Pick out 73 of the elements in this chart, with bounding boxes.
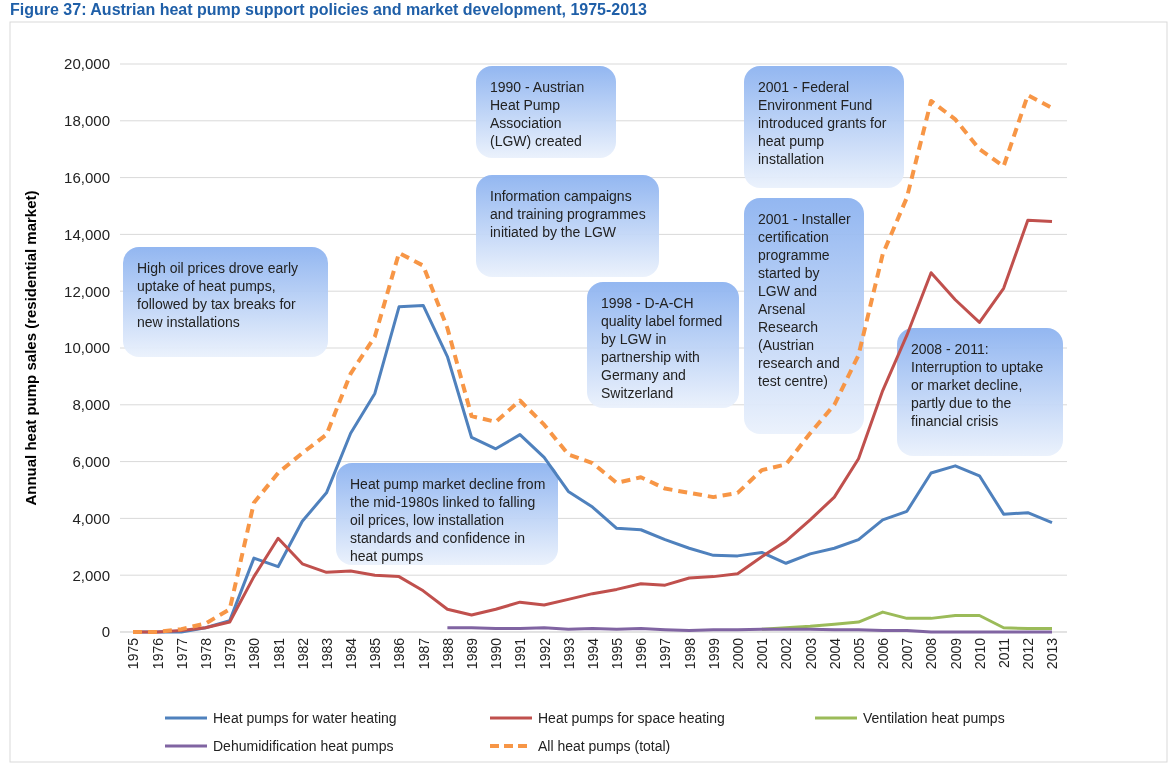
x-tick-label: 1979 bbox=[222, 637, 239, 670]
x-tick-label: 1977 bbox=[173, 637, 190, 670]
x-tick-label: 1988 bbox=[439, 637, 456, 670]
x-tick-label: 1993 bbox=[560, 637, 577, 670]
y-tick-label: 16,000 bbox=[64, 168, 110, 186]
x-tick-label: 1997 bbox=[657, 637, 674, 670]
x-tick-label: 2011 bbox=[996, 637, 1013, 669]
x-tick-label: 2004 bbox=[826, 637, 843, 670]
x-tick-label: 1995 bbox=[609, 637, 626, 670]
x-tick-label: 1989 bbox=[463, 637, 480, 670]
callout-box: 2001 - Federal Environment Fund introduced grants for heat pump installation bbox=[744, 66, 904, 188]
y-tick-label: 20,000 bbox=[64, 55, 110, 73]
callout-box: Heat pump market decline from the mid-1980s linked to falling oil prices, low installation standards and confidence in heat pumps bbox=[336, 463, 558, 565]
x-tick-label: 2010 bbox=[971, 637, 988, 670]
x-tick-label: 1975 bbox=[125, 637, 142, 670]
x-tick-label: 1986 bbox=[391, 637, 408, 670]
x-tick-label: 1980 bbox=[246, 637, 263, 670]
x-tick-label: 1992 bbox=[536, 637, 553, 670]
x-tick-label: 2013 bbox=[1044, 637, 1061, 670]
x-tick-label: 1983 bbox=[318, 637, 335, 670]
x-tick-label: 2000 bbox=[730, 637, 747, 670]
x-tick-label: 1990 bbox=[488, 637, 505, 670]
x-tick-label: 2005 bbox=[850, 637, 867, 670]
annotation: 1998 - D-A-CH quality label formed by LGW in partnership with Germany and Switzerland bbox=[601, 295, 723, 401]
x-tick-label: 1978 bbox=[197, 637, 214, 670]
line-series bbox=[131, 93, 1054, 634]
x-tick-label: 1994 bbox=[584, 637, 601, 670]
x-tick-label: 2007 bbox=[899, 637, 916, 670]
annotation: 1990 - Austrian Heat Pump Association (LGW) created bbox=[490, 79, 585, 149]
legend-label: Ventilation heat pumps bbox=[863, 710, 1005, 726]
annotation: High oil prices drove early uptake of heat pumps, followed by tax breaks for new installations bbox=[137, 260, 299, 330]
y-tick-label: 12,000 bbox=[64, 282, 110, 300]
x-tick-label: 2009 bbox=[947, 637, 964, 670]
y-axis-title: Annual heat pump sales (residential market) bbox=[22, 190, 39, 506]
y-tick-label: 18,000 bbox=[64, 112, 110, 130]
x-tick-label: 1998 bbox=[681, 637, 698, 670]
y-tick-label: 8,000 bbox=[72, 396, 110, 414]
callout-box: 1990 - Austrian Heat Pump Association (LGW) created bbox=[476, 66, 616, 158]
annotation: 2008 - 2011: Interruption to uptake or market decline, partly due to the financial crisis bbox=[911, 341, 1044, 429]
x-tick-label: 1984 bbox=[343, 637, 360, 670]
chart-title: Figure 37: Austrian heat pump support policies and market development, 1975-2013 bbox=[10, 1, 648, 18]
callout-box: 2008 - 2011: Interruption to uptake or market decline, partly due to the financial crisis bbox=[897, 328, 1063, 456]
x-tick-label: 2006 bbox=[875, 637, 892, 670]
x-tick-label: 2012 bbox=[1020, 637, 1037, 670]
x-tick-label: 1987 bbox=[415, 637, 432, 670]
y-tick-label: 10,000 bbox=[64, 339, 110, 357]
x-tick-label: 1999 bbox=[705, 637, 722, 670]
x-tick-label: 1991 bbox=[512, 637, 529, 670]
x-tick-label: 1982 bbox=[294, 637, 311, 670]
x-tick-label: 2002 bbox=[778, 637, 795, 670]
x-tick-label: 2001 bbox=[754, 637, 771, 670]
y-tick-label: 14,000 bbox=[64, 225, 110, 243]
legend-label: Heat pumps for water heating bbox=[213, 710, 397, 726]
annotation: Information campaigns and training programmes initiated by the LGW bbox=[490, 188, 646, 240]
y-tick-label: 0 bbox=[101, 623, 110, 641]
x-tick-label: 1981 bbox=[270, 637, 287, 670]
y-tick-label: 2,000 bbox=[72, 566, 110, 584]
callout-box: 2001 - Installer certification programme started by LGW and Arsenal Research (Austrian research and test centre) bbox=[744, 198, 864, 434]
y-tick-label: 6,000 bbox=[72, 452, 110, 470]
y-tick-label: 4,000 bbox=[72, 509, 110, 527]
x-tick-label: 1996 bbox=[633, 637, 650, 670]
callout-box: High oil prices drove early uptake of heat pumps, followed by tax breaks for new installations bbox=[123, 247, 328, 357]
annotation: Heat pump market decline from the mid-1980s linked to falling oil prices, low installation standards and confidence in heat pumps bbox=[350, 476, 546, 564]
callout-box: Information campaigns and training programmes initiated by the LGW bbox=[476, 175, 659, 277]
x-tick-label: 1976 bbox=[149, 637, 166, 670]
annotation: 2001 - Federal Environment Fund introduced grants for heat pump installation bbox=[758, 79, 887, 167]
x-tick-label: 2003 bbox=[802, 637, 819, 670]
x-tick-label: 2008 bbox=[923, 637, 940, 670]
callout-box: 1998 - D-A-CH quality label formed by LGW in partnership with Germany and Switzerland bbox=[587, 282, 739, 408]
x-tick-label: 1985 bbox=[367, 637, 384, 670]
legend-label: Dehumidification heat pumps bbox=[213, 738, 394, 754]
legend-label: Heat pumps for space heating bbox=[538, 710, 725, 726]
legend-label: All heat pumps (total) bbox=[538, 738, 671, 754]
